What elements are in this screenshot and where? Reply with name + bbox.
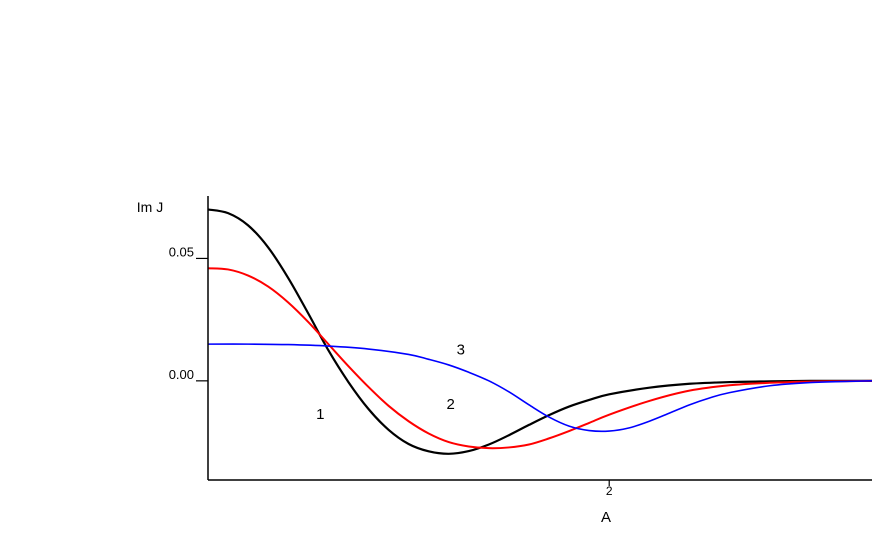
series-label-1: 1: [316, 406, 324, 423]
y-axis-label: Im J: [137, 199, 163, 215]
series-layer: [207, 208, 872, 455]
x-tick-label: 2: [606, 484, 613, 498]
series-label-layer: 1 2 3: [316, 341, 465, 422]
series-line-2: [207, 267, 872, 450]
tick-layer: 0.05 0.00 2: [169, 244, 613, 498]
series-line-1: [207, 208, 872, 455]
x-axis-label: A: [601, 509, 611, 526]
y-tick-label: 0.00: [169, 367, 194, 382]
series-label-3: 3: [457, 341, 465, 358]
y-tick-label: 0.05: [169, 244, 194, 259]
series-line-3: [207, 343, 872, 433]
series-label-2: 2: [447, 396, 455, 413]
